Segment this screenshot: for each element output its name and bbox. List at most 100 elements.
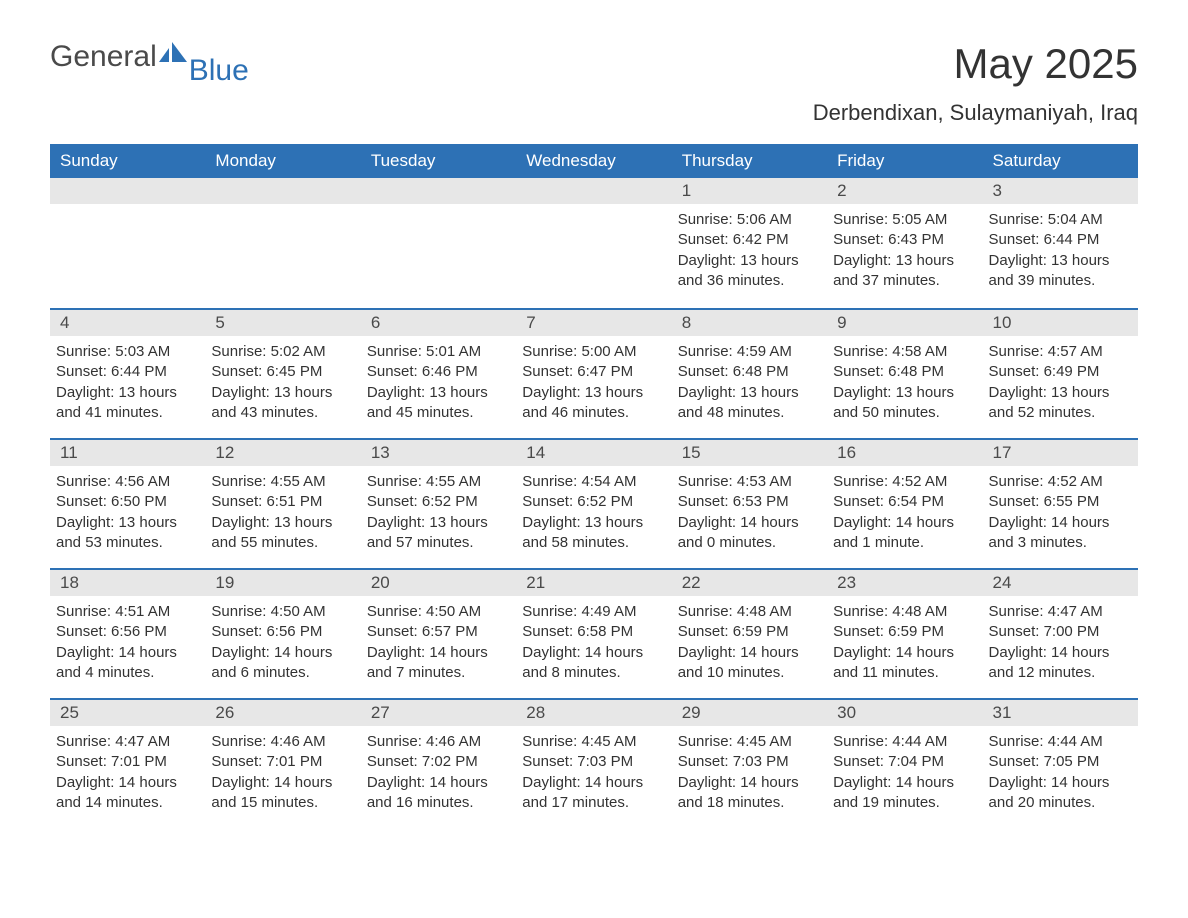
day1-text: Daylight: 13 hours bbox=[56, 513, 199, 533]
day-cell: 20Sunrise: 4:50 AMSunset: 6:57 PMDayligh… bbox=[361, 570, 516, 698]
day1-text: Daylight: 14 hours bbox=[989, 643, 1132, 663]
day-number: 1 bbox=[672, 178, 827, 204]
sunrise-text: Sunrise: 5:04 AM bbox=[989, 210, 1132, 230]
sunrise-text: Sunrise: 4:50 AM bbox=[367, 602, 510, 622]
day-cell: 26Sunrise: 4:46 AMSunset: 7:01 PMDayligh… bbox=[205, 700, 360, 828]
day-cell: 22Sunrise: 4:48 AMSunset: 6:59 PMDayligh… bbox=[672, 570, 827, 698]
sunset-text: Sunset: 6:52 PM bbox=[522, 492, 665, 512]
day2-text: and 43 minutes. bbox=[211, 403, 354, 423]
day1-text: Daylight: 14 hours bbox=[989, 513, 1132, 533]
day-number: 28 bbox=[516, 700, 671, 726]
day2-text: and 16 minutes. bbox=[367, 793, 510, 813]
sunset-text: Sunset: 7:03 PM bbox=[678, 752, 821, 772]
day2-text: and 50 minutes. bbox=[833, 403, 976, 423]
day-number: 11 bbox=[50, 440, 205, 466]
day2-text: and 20 minutes. bbox=[989, 793, 1132, 813]
day2-text: and 41 minutes. bbox=[56, 403, 199, 423]
day-cell: 19Sunrise: 4:50 AMSunset: 6:56 PMDayligh… bbox=[205, 570, 360, 698]
day-cell bbox=[50, 178, 205, 308]
day-number: 27 bbox=[361, 700, 516, 726]
day1-text: Daylight: 14 hours bbox=[678, 643, 821, 663]
day2-text: and 4 minutes. bbox=[56, 663, 199, 683]
sunrise-text: Sunrise: 4:47 AM bbox=[56, 732, 199, 752]
sunset-text: Sunset: 6:48 PM bbox=[678, 362, 821, 382]
sunset-text: Sunset: 6:47 PM bbox=[522, 362, 665, 382]
day-header-cell: Tuesday bbox=[361, 144, 516, 178]
day-number: 19 bbox=[205, 570, 360, 596]
empty-day-bar bbox=[361, 178, 516, 204]
sunset-text: Sunset: 7:01 PM bbox=[211, 752, 354, 772]
sunset-text: Sunset: 7:03 PM bbox=[522, 752, 665, 772]
logo-sail-icon bbox=[159, 42, 189, 69]
day-header-cell: Friday bbox=[827, 144, 982, 178]
sunrise-text: Sunrise: 4:57 AM bbox=[989, 342, 1132, 362]
day-cell: 9Sunrise: 4:58 AMSunset: 6:48 PMDaylight… bbox=[827, 310, 982, 438]
sunrise-text: Sunrise: 4:46 AM bbox=[211, 732, 354, 752]
day-number: 17 bbox=[983, 440, 1138, 466]
day-cell: 4Sunrise: 5:03 AMSunset: 6:44 PMDaylight… bbox=[50, 310, 205, 438]
day1-text: Daylight: 13 hours bbox=[367, 513, 510, 533]
title-block: May 2025 Derbendixan, Sulaymaniyah, Iraq bbox=[813, 40, 1138, 126]
sunset-text: Sunset: 6:46 PM bbox=[367, 362, 510, 382]
day-header-cell: Sunday bbox=[50, 144, 205, 178]
day-cell: 16Sunrise: 4:52 AMSunset: 6:54 PMDayligh… bbox=[827, 440, 982, 568]
day-number: 24 bbox=[983, 570, 1138, 596]
sunrise-text: Sunrise: 4:55 AM bbox=[211, 472, 354, 492]
sunset-text: Sunset: 6:50 PM bbox=[56, 492, 199, 512]
empty-day-bar bbox=[205, 178, 360, 204]
sunset-text: Sunset: 6:59 PM bbox=[833, 622, 976, 642]
sunrise-text: Sunrise: 4:54 AM bbox=[522, 472, 665, 492]
sunset-text: Sunset: 6:48 PM bbox=[833, 362, 976, 382]
day-number: 5 bbox=[205, 310, 360, 336]
sunset-text: Sunset: 6:52 PM bbox=[367, 492, 510, 512]
sunrise-text: Sunrise: 4:50 AM bbox=[211, 602, 354, 622]
day-number: 8 bbox=[672, 310, 827, 336]
day-number: 30 bbox=[827, 700, 982, 726]
day-number: 31 bbox=[983, 700, 1138, 726]
day-cell: 31Sunrise: 4:44 AMSunset: 7:05 PMDayligh… bbox=[983, 700, 1138, 828]
day-cell: 10Sunrise: 4:57 AMSunset: 6:49 PMDayligh… bbox=[983, 310, 1138, 438]
day-cell: 24Sunrise: 4:47 AMSunset: 7:00 PMDayligh… bbox=[983, 570, 1138, 698]
day-number: 26 bbox=[205, 700, 360, 726]
header: General Blue May 2025 Derbendixan, Sulay… bbox=[50, 40, 1138, 126]
logo-text-blue: Blue bbox=[189, 54, 249, 88]
sunset-text: Sunset: 7:04 PM bbox=[833, 752, 976, 772]
day-number: 9 bbox=[827, 310, 982, 336]
day-cell: 21Sunrise: 4:49 AMSunset: 6:58 PMDayligh… bbox=[516, 570, 671, 698]
day1-text: Daylight: 13 hours bbox=[989, 383, 1132, 403]
day-cell: 2Sunrise: 5:05 AMSunset: 6:43 PMDaylight… bbox=[827, 178, 982, 308]
logo: General Blue bbox=[50, 40, 249, 74]
sunrise-text: Sunrise: 4:52 AM bbox=[989, 472, 1132, 492]
week-row: 18Sunrise: 4:51 AMSunset: 6:56 PMDayligh… bbox=[50, 568, 1138, 698]
sunrise-text: Sunrise: 4:48 AM bbox=[833, 602, 976, 622]
day2-text: and 48 minutes. bbox=[678, 403, 821, 423]
day1-text: Daylight: 13 hours bbox=[989, 251, 1132, 271]
day2-text: and 18 minutes. bbox=[678, 793, 821, 813]
day2-text: and 52 minutes. bbox=[989, 403, 1132, 423]
day-number: 23 bbox=[827, 570, 982, 596]
day2-text: and 58 minutes. bbox=[522, 533, 665, 553]
day-number: 20 bbox=[361, 570, 516, 596]
sunrise-text: Sunrise: 5:06 AM bbox=[678, 210, 821, 230]
day2-text: and 37 minutes. bbox=[833, 271, 976, 291]
day2-text: and 14 minutes. bbox=[56, 793, 199, 813]
day-cell: 27Sunrise: 4:46 AMSunset: 7:02 PMDayligh… bbox=[361, 700, 516, 828]
empty-day-bar bbox=[50, 178, 205, 204]
sunrise-text: Sunrise: 4:44 AM bbox=[833, 732, 976, 752]
sunrise-text: Sunrise: 4:55 AM bbox=[367, 472, 510, 492]
day2-text: and 8 minutes. bbox=[522, 663, 665, 683]
day-header-cell: Wednesday bbox=[516, 144, 671, 178]
day-cell: 30Sunrise: 4:44 AMSunset: 7:04 PMDayligh… bbox=[827, 700, 982, 828]
day1-text: Daylight: 14 hours bbox=[56, 643, 199, 663]
day-number: 7 bbox=[516, 310, 671, 336]
day-number: 12 bbox=[205, 440, 360, 466]
day1-text: Daylight: 14 hours bbox=[211, 643, 354, 663]
day1-text: Daylight: 13 hours bbox=[833, 383, 976, 403]
day1-text: Daylight: 14 hours bbox=[678, 513, 821, 533]
sunrise-text: Sunrise: 5:00 AM bbox=[522, 342, 665, 362]
day-cell: 29Sunrise: 4:45 AMSunset: 7:03 PMDayligh… bbox=[672, 700, 827, 828]
sunrise-text: Sunrise: 5:01 AM bbox=[367, 342, 510, 362]
day-number: 16 bbox=[827, 440, 982, 466]
day-header-row: SundayMondayTuesdayWednesdayThursdayFrid… bbox=[50, 144, 1138, 178]
day1-text: Daylight: 14 hours bbox=[522, 643, 665, 663]
